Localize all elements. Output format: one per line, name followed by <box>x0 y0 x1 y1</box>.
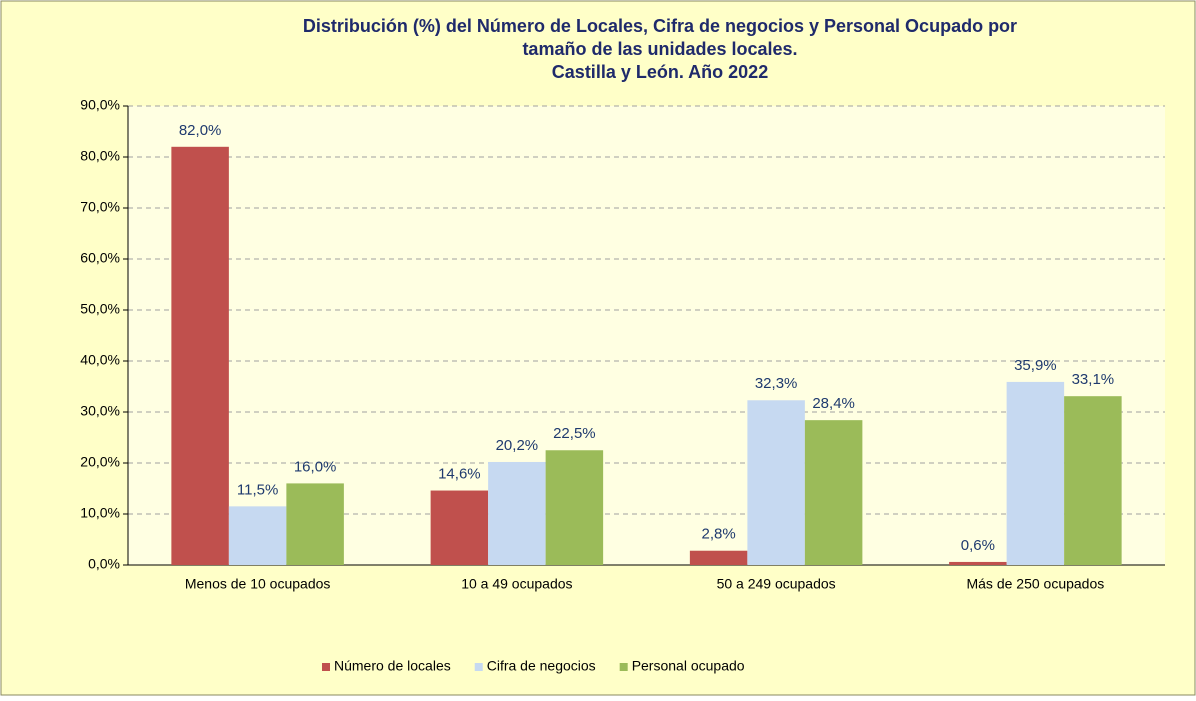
y-tick-label: 70,0% <box>80 199 120 215</box>
bar <box>430 490 489 565</box>
bar <box>286 483 344 565</box>
legend-label: Personal ocupado <box>632 658 745 674</box>
bar <box>228 506 287 565</box>
bar <box>1006 381 1065 565</box>
value-label: 14,6% <box>438 466 481 483</box>
value-label: 16,0% <box>294 458 337 475</box>
bar <box>171 146 229 566</box>
legend-label: Cifra de negocios <box>487 658 596 674</box>
value-label: 20,2% <box>496 437 539 454</box>
value-label: 32,3% <box>755 375 798 392</box>
x-tick-label: 50 a 249 ocupados <box>717 576 836 592</box>
x-tick-label: Menos de 10 ocupados <box>185 576 331 592</box>
y-tick-label: 0,0% <box>88 556 120 572</box>
bar <box>488 461 546 565</box>
value-label: 35,9% <box>1014 357 1057 374</box>
bar <box>1064 396 1122 565</box>
value-label: 33,1% <box>1072 371 1115 388</box>
legend-swatch <box>619 663 628 671</box>
y-tick-label: 80,0% <box>80 148 120 164</box>
bar <box>949 561 1007 565</box>
chart-title: Castilla y León. Año 2022 <box>552 62 768 82</box>
legend-swatch <box>322 663 330 671</box>
value-label: 2,8% <box>702 526 736 543</box>
value-label: 11,5% <box>237 481 278 498</box>
bar <box>689 550 748 565</box>
bar <box>747 400 805 565</box>
value-label: 0,6% <box>961 537 995 554</box>
legend-label: Número de locales <box>334 658 451 674</box>
y-tick-label: 50,0% <box>80 301 120 317</box>
y-tick-label: 20,0% <box>80 454 120 470</box>
bar <box>804 420 863 565</box>
value-label: 82,0% <box>179 122 222 139</box>
y-tick-label: 10,0% <box>80 505 120 521</box>
y-tick-label: 40,0% <box>80 352 120 368</box>
chart-title: tamaño de las unidades locales. <box>522 39 797 59</box>
value-label: 28,4% <box>812 395 855 412</box>
bar <box>545 450 604 565</box>
y-tick-label: 90,0% <box>80 97 120 113</box>
x-tick-label: 10 a 49 ocupados <box>461 576 572 592</box>
y-tick-label: 30,0% <box>80 403 120 419</box>
x-tick-label: Más de 250 ocupados <box>966 576 1104 592</box>
legend-swatch <box>474 663 483 671</box>
y-tick-label: 60,0% <box>80 250 120 266</box>
value-label: 22,5% <box>553 425 596 442</box>
chart-title: Distribución (%) del Número de Locales, … <box>303 16 1017 36</box>
